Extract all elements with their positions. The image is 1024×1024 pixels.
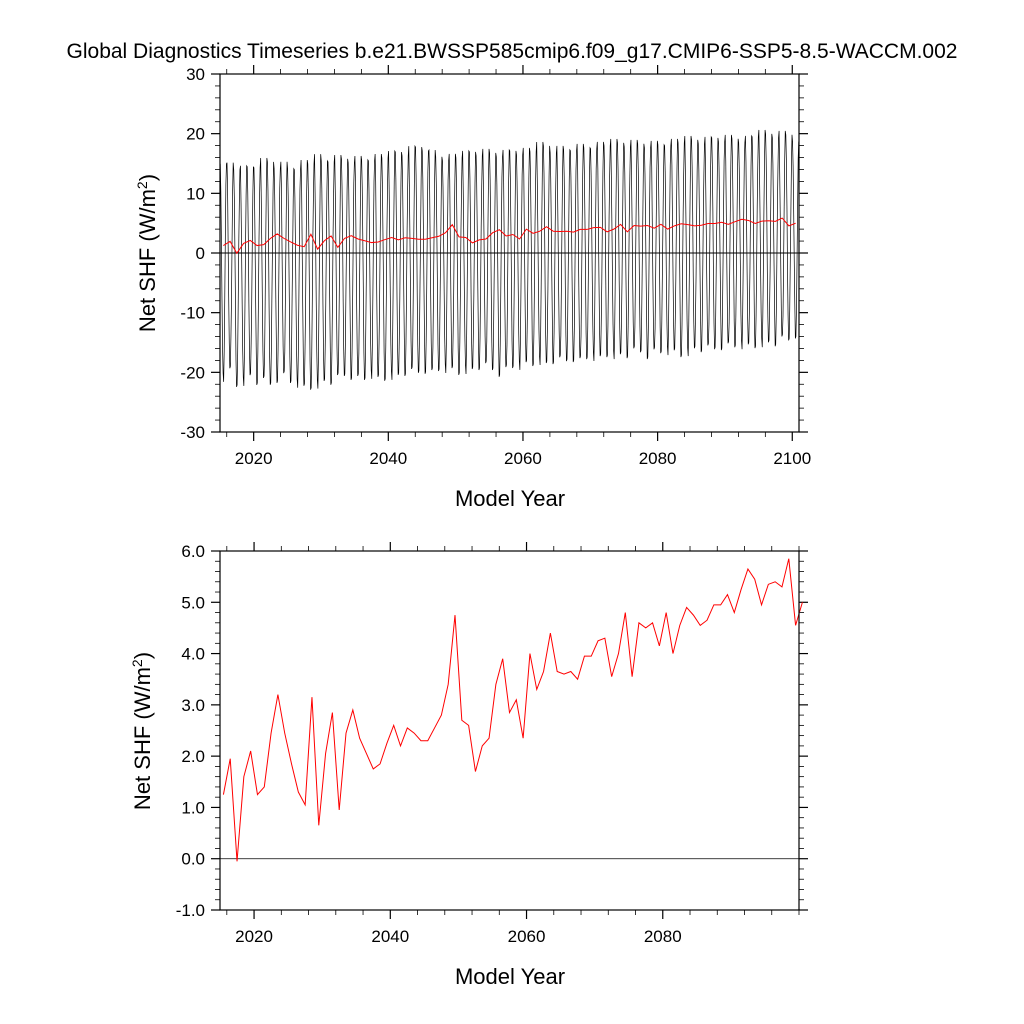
x-tick-label: 2060 — [504, 449, 542, 468]
x-tick-label: 2080 — [639, 449, 677, 468]
top-annual-series-line — [223, 217, 796, 255]
top-y-tick-labels: -30 -20 -10 0 10 20 30 — [180, 65, 205, 442]
bottom-annual-series-line — [222, 558, 803, 862]
bottom-major-ticks — [211, 542, 808, 919]
bottom-minor-ticks — [215, 546, 804, 915]
y-tick-label: -30 — [180, 423, 205, 442]
x-tick-label: 2080 — [644, 927, 682, 946]
panel-bottom: -1.00.01.02.03.04.05.06.0 2020 2040 2060 20… — [129, 542, 808, 989]
y-tick-label: -10 — [180, 304, 205, 323]
y-tick-label: 2.0 — [181, 747, 205, 766]
y-tick-label: 6.0 — [181, 542, 205, 561]
y-tick-label: 1.0 — [181, 798, 205, 817]
x-tick-label: 2020 — [235, 449, 273, 468]
top-x-tick-labels: 2020 2040 2060 2080 2100 — [235, 449, 811, 468]
top-plot-frame — [219, 73, 800, 433]
panel-top: -30 -20 -10 0 10 20 30 2020 2040 2060 2080 2100 Mo… — [134, 65, 811, 511]
top-minor-ticks — [215, 69, 804, 437]
y-tick-label: 10 — [186, 184, 205, 203]
x-tick-label: 2020 — [235, 927, 273, 946]
bottom-plot-frame — [219, 550, 800, 911]
y-tick-label: 30 — [186, 65, 205, 84]
bottom-y-tick-labels: -1.0 0.0 1.0 2.0 3.0 4.0 5.0 6.0 — [176, 542, 205, 920]
bottom-y-axis-label: Net SHF (W/m2) — [129, 652, 155, 810]
y-tick-label: 4.0 — [181, 645, 205, 664]
x-tick-label: 2040 — [371, 927, 409, 946]
x-tick-label: 2100 — [773, 449, 811, 468]
bottom-x-tick-labels: 2020 2040 2060 2080 — [235, 927, 682, 946]
figure-title: Global Diagnostics Timeseries b.e21.BWSS… — [67, 40, 958, 63]
top-y-axis-label: Net SHF (W/m2) — [134, 174, 160, 332]
y-tick-label: 0.0 — [181, 850, 205, 869]
top-major-ticks — [211, 65, 808, 441]
y-tick-label: 3.0 — [181, 696, 205, 715]
y-tick-label: -1.0 — [176, 901, 205, 920]
x-tick-label: 2040 — [369, 449, 407, 468]
y-tick-label: 5.0 — [181, 593, 205, 612]
y-tick-label: 20 — [186, 125, 205, 144]
y-tick-label: 0 — [196, 244, 205, 263]
top-monthly-series-line — [219, 129, 800, 390]
x-tick-label: 2060 — [508, 927, 546, 946]
top-x-axis-label: Model Year — [455, 486, 565, 511]
bottom-x-axis-label: Model Year — [455, 964, 565, 989]
y-tick-label: -20 — [180, 363, 205, 382]
